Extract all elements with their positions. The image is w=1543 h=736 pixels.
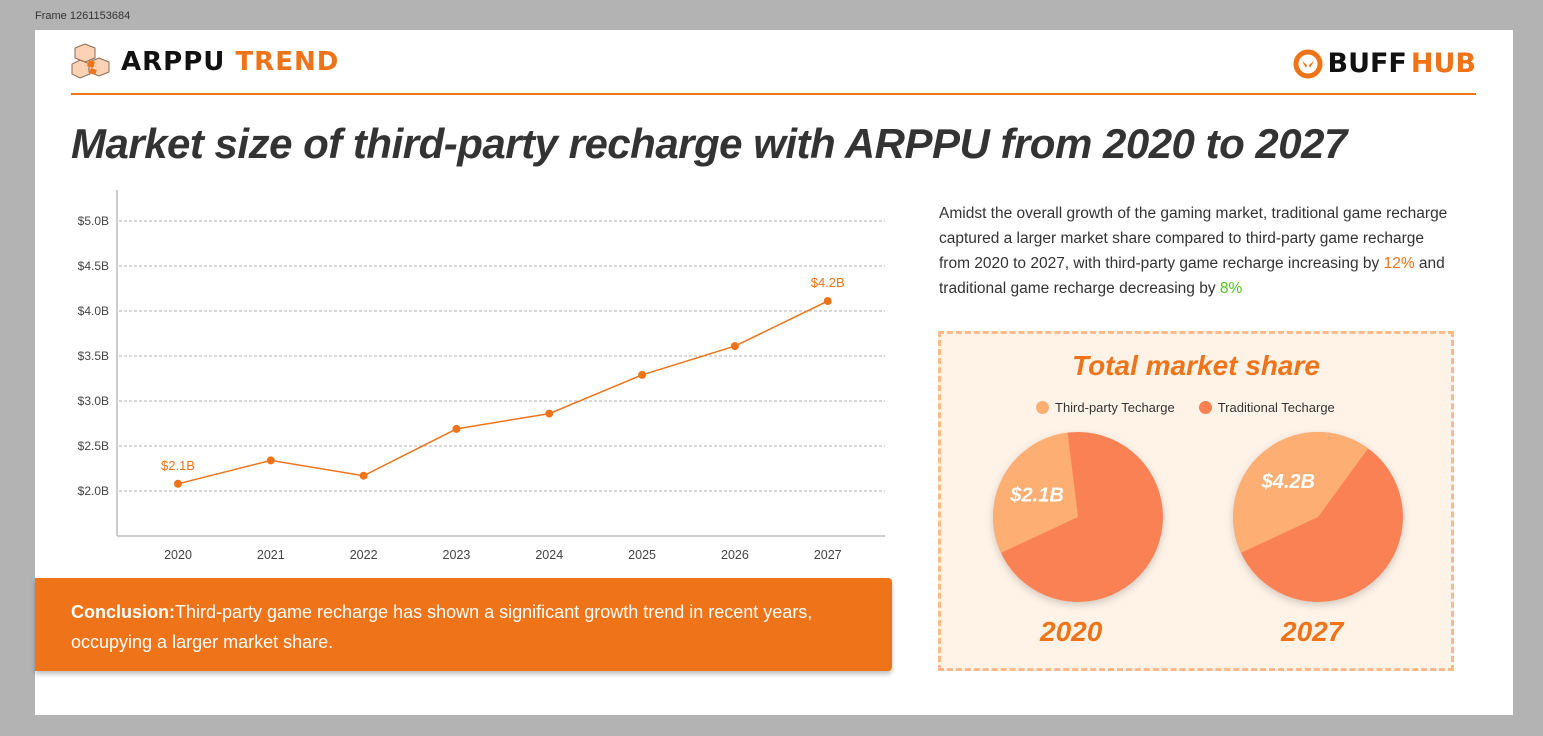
pie-slice-third-party [993,432,1078,553]
data-point [823,297,832,306]
logo-part2: HUB [1410,48,1476,79]
cubes-logo-icon [71,43,110,79]
frame-label: Frame 1261153684 [35,10,131,22]
data-point [174,479,182,488]
data-point [266,456,275,465]
x-tick-label: 2021 [257,548,285,562]
y-tick-label: $2.5B [78,439,109,453]
description-text: Amidst the overall growth of the gaming … [939,205,1448,272]
brand-title-part1: ARPPU [121,47,226,77]
pie-year-2020: 2020 [1040,616,1103,647]
brand: ARPPU TREND [71,42,339,82]
conclusion-text: Third-party game recharge has shown a si… [71,602,813,652]
buffhub-logo: BUFF HUB [1293,48,1476,79]
series-line [177,300,829,485]
header-divider [71,93,1476,95]
data-label: $2.1B [161,458,195,473]
y-tick-label: $3.0B [78,394,109,408]
logo-part1: BUFF [1327,48,1407,79]
pie-legend: Third-party Techarge Traditional Techarg… [1036,400,1335,415]
data-label: $4.2B [811,275,845,290]
legend-label: Traditional Techarge [1217,400,1335,415]
y-tick-label: $2.0B [78,484,109,498]
y-tick-label: $3.5B [78,349,109,363]
data-point [638,370,647,379]
x-tick-label: 2020 [164,548,192,562]
pie-2020 [993,432,1163,602]
x-tick-label: 2024 [535,548,563,562]
page-title: Market size of third-party recharge with… [71,120,1347,167]
x-tick-label: 2023 [443,548,471,562]
infographic-frame: ARPPU TREND BUFF HUB Market size of third… [35,30,1513,715]
data-point [730,342,739,351]
y-tick-label: $5.0B [78,214,109,228]
pie-charts: $2.1B $4.2B [993,432,1403,602]
brand-title-part2: TREND [235,47,340,77]
x-tick-label: 2027 [814,548,842,562]
legend-label: Third-party Techarge [1055,400,1175,415]
y-tick-label: $4.5B [78,259,109,273]
x-tick-label: 2025 [628,548,656,562]
decrease-value: 8% [1219,280,1243,297]
data-point [359,471,368,480]
market-share-panel: Total market share Third-party Techarge … [938,331,1454,671]
pie-year-2027: 2027 [1281,616,1344,647]
conclusion-label: Conclusion: [71,602,175,622]
description: Amidst the overall growth of the gaming … [939,201,1459,301]
legend-item-third-party: Third-party Techarge [1036,400,1175,415]
increase-value: 12% [1383,255,1415,272]
legend-dot [1198,401,1212,414]
legend-item-traditional: Traditional Techarge [1198,400,1335,415]
pie-slice-label: $2.1B [1009,484,1063,506]
x-tick-label: 2022 [350,548,378,562]
line-chart: $2.0B $2.5B $3.0B $3.5B $4.0B $4.5B $5.0B 2020 2… [78,190,885,562]
data-point [545,409,554,418]
conclusion-banner: Conclusion:Third-party game recharge has… [35,578,892,671]
data-point [452,424,461,433]
x-tick-label: 2026 [721,548,749,562]
y-tick-label: $4.0B [78,304,109,318]
share-title: Total market share [1072,350,1320,381]
pie-slice-third-party [1233,432,1369,553]
pie-slice-label: $4.2B [1261,471,1315,493]
legend-dot [1036,401,1049,414]
buffhub-mark-icon [1293,49,1323,78]
pie-2027 [1233,432,1403,602]
description-text-middle: and traditional game recharge decreasing… [939,255,1445,297]
